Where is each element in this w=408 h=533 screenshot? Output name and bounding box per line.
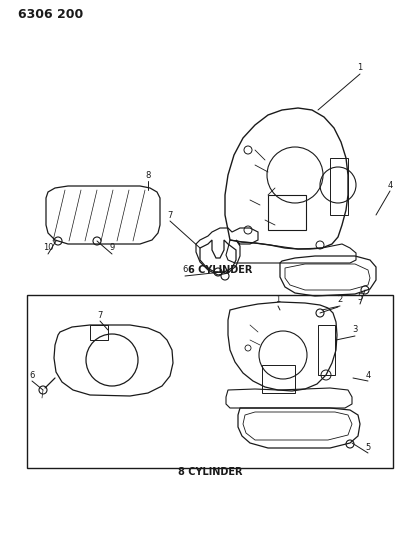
Bar bbox=[262, 365, 295, 393]
Text: 1: 1 bbox=[275, 295, 281, 304]
Text: 5: 5 bbox=[366, 442, 370, 451]
Text: 6 CYLINDER: 6 CYLINDER bbox=[188, 265, 252, 275]
Text: 4: 4 bbox=[387, 181, 392, 190]
Text: 9: 9 bbox=[109, 244, 115, 253]
Text: 4: 4 bbox=[366, 370, 370, 379]
Text: 5: 5 bbox=[357, 294, 363, 303]
Bar bbox=[27, 295, 393, 468]
Text: 6: 6 bbox=[29, 370, 35, 379]
Text: 6306 200: 6306 200 bbox=[18, 7, 83, 20]
Bar bbox=[268, 195, 306, 230]
Text: 7: 7 bbox=[167, 211, 173, 220]
Text: 7: 7 bbox=[98, 311, 103, 319]
Text: 3: 3 bbox=[353, 326, 358, 335]
Text: 6: 6 bbox=[182, 265, 188, 274]
Text: 1: 1 bbox=[357, 63, 363, 72]
Text: 8 CYLINDER: 8 CYLINDER bbox=[178, 467, 242, 477]
Text: 2: 2 bbox=[337, 295, 343, 304]
Text: 10: 10 bbox=[43, 244, 53, 253]
Text: 8: 8 bbox=[145, 171, 151, 180]
